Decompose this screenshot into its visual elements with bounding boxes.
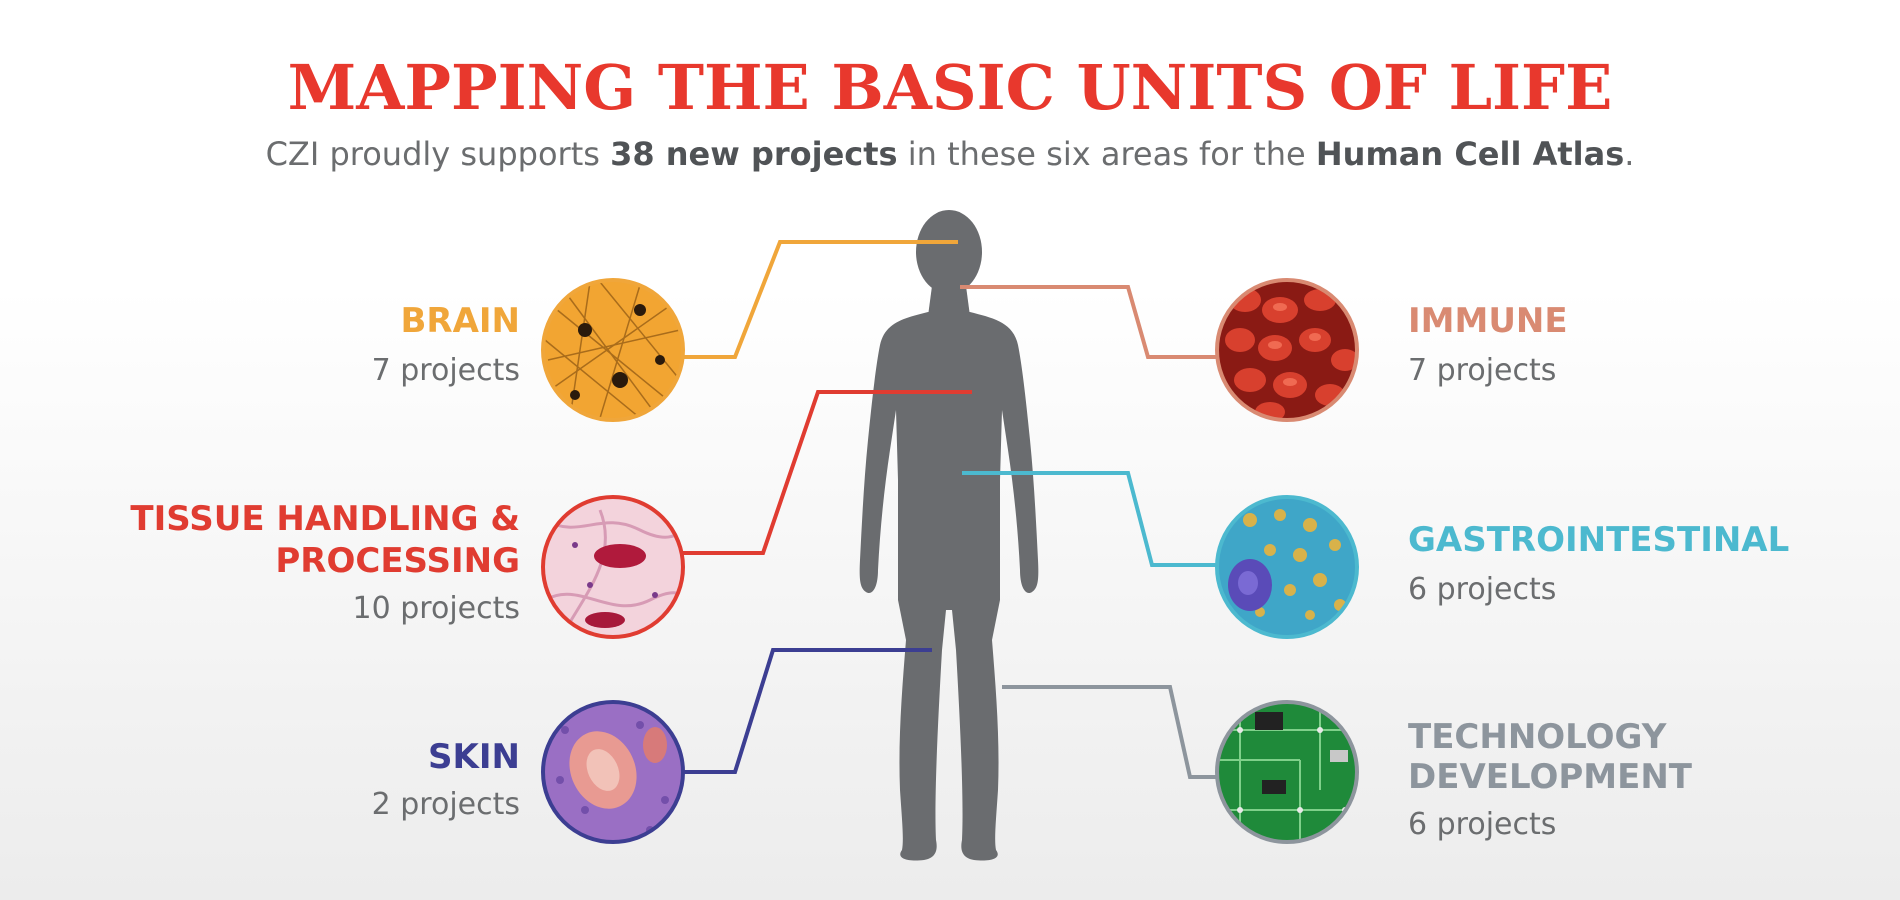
page-subtitle: CZI proudly supports 38 new projects in … <box>0 134 1900 174</box>
subtitle-text-end: . <box>1624 135 1635 173</box>
skin-label: SKIN <box>428 737 520 777</box>
circuit-board-icon <box>1215 700 1359 844</box>
subtitle-text-middle: in these six areas for the <box>897 135 1316 173</box>
gastro-project-count: 6 projects <box>1408 572 1557 607</box>
technology-project-count: 6 projects <box>1408 807 1557 842</box>
technology-label-line2: DEVELOPMENT <box>1408 757 1692 797</box>
tissue-label-line2: PROCESSING <box>275 541 520 581</box>
technology-label-line1: TECHNOLOGY <box>1408 717 1667 757</box>
skin-project-count: 2 projects <box>371 787 520 822</box>
tissue-connector-line <box>683 390 972 555</box>
human-silhouette-icon <box>859 210 1039 861</box>
tissue-project-count: 10 projects <box>352 591 520 626</box>
gastro-label: GASTROINTESTINAL <box>1408 520 1790 560</box>
red-blood-cells-icon <box>1215 278 1359 422</box>
technology-connector-line <box>1002 685 1217 779</box>
immune-project-count: 7 projects <box>1408 353 1557 388</box>
gastrointestinal-cell-icon <box>1215 495 1359 639</box>
tissue-label-line1: TISSUE HANDLING & <box>130 499 520 539</box>
immune-label: IMMUNE <box>1408 301 1568 341</box>
brain-label: BRAIN <box>400 301 520 341</box>
brain-project-count: 7 projects <box>371 353 520 388</box>
skin-histology-icon <box>541 700 685 844</box>
subtitle-project-total: 38 new projects <box>610 135 898 173</box>
immune-connector-line <box>960 285 1217 359</box>
brain-connector-line <box>683 240 958 359</box>
gastro-connector-line <box>962 471 1217 567</box>
subtitle-atlas-name: Human Cell Atlas <box>1315 135 1625 173</box>
neuron-micrograph-icon <box>541 278 685 422</box>
tissue-histology-icon <box>541 495 685 639</box>
subtitle-text-start: CZI proudly supports <box>265 135 611 173</box>
skin-connector-line <box>683 648 932 774</box>
page-title: MAPPING THE BASIC UNITS OF LIFE <box>287 51 1613 124</box>
